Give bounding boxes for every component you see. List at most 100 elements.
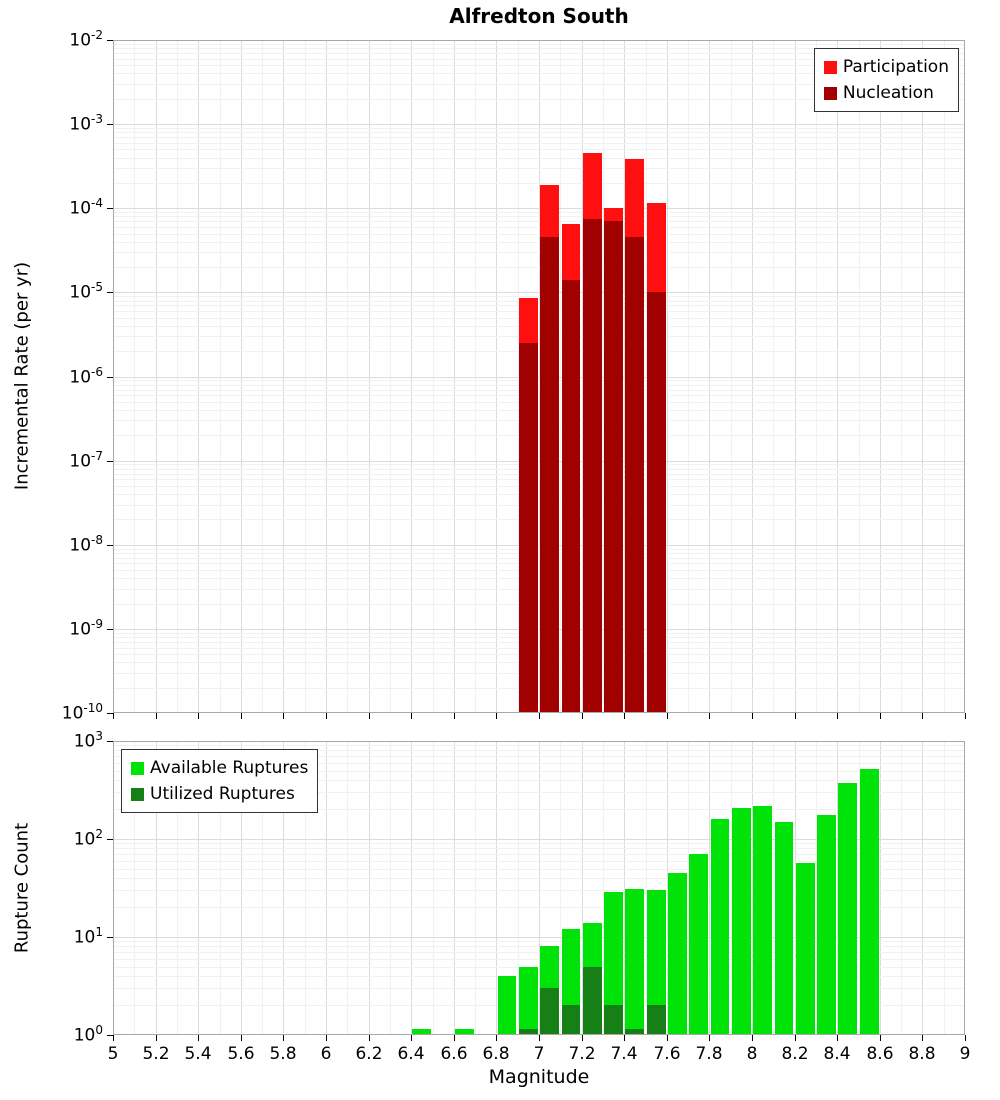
gridline-horizontal [114,869,964,870]
gridline-vertical [773,41,774,712]
y-axis-label-bottom: Rupture Count [11,822,33,954]
gridline-horizontal [114,301,964,302]
x-tick-mark [837,713,838,719]
gridline-horizontal [114,878,964,879]
legend-label-available-ruptures: Available Ruptures [150,758,309,778]
y-tick-mark [107,292,113,293]
gridline-horizontal [114,988,964,989]
gridline-vertical [433,742,434,1034]
y-tick-label: 10-4 [69,196,103,219]
gridline-horizontal [114,48,964,49]
gridline-horizontal [114,959,964,960]
gridline-horizontal [114,168,964,169]
gridline-vertical [241,41,242,712]
x-tick-label: 8.2 [781,1044,809,1064]
gridline-vertical [859,41,860,712]
available-ruptures-bar [731,808,751,1034]
utilized-ruptures-bar [561,1005,581,1034]
gridline-horizontal [114,1005,964,1006]
gridline-horizontal [114,519,964,520]
gridline-vertical [731,742,732,1034]
gridline-horizontal [114,570,964,571]
legend-label-nucleation: Nucleation [842,83,934,103]
gridline-horizontal [114,558,964,559]
x-tick-mark [113,1035,114,1041]
gridline-horizontal [114,208,964,209]
gridline-horizontal [114,486,964,487]
gridline-horizontal [114,843,964,844]
gridline-vertical [752,742,753,1034]
x-tick-mark [880,1035,881,1041]
legend-item-nucleation: Nucleation [823,80,949,106]
y-tick-label: 10-7 [69,449,103,472]
gridline-vertical [816,742,817,1034]
x-tick-mark [283,1035,284,1041]
gridline-horizontal [114,469,964,470]
x-tick-mark [496,1035,497,1041]
gridline-horizontal [114,242,964,243]
gridline-horizontal [114,809,964,810]
gridline-horizontal [114,216,964,217]
nucleation-bar [604,221,623,712]
y-tick-label: 100 [73,1023,103,1046]
gridline-horizontal [114,65,964,66]
gridline-vertical [646,742,647,1034]
gridline-horizontal [114,563,964,564]
gridline-vertical [454,41,455,712]
x-tick-label: 6.8 [482,1044,510,1064]
gridline-vertical [220,742,221,1034]
gridline-horizontal [114,589,964,590]
x-tick-label: 6.6 [440,1044,468,1064]
gridline-vertical [411,41,412,712]
x-tick-mark [326,713,327,719]
gridline-horizontal [114,654,964,655]
y-tick-label: 10-8 [69,533,103,556]
gridline-horizontal [114,642,964,643]
gridline-horizontal [114,633,964,634]
y-tick-label: 10-9 [69,617,103,640]
x-tick-label: 7.6 [653,1044,681,1064]
gridline-horizontal [114,629,964,630]
available-ruptures-bar [646,890,666,1034]
available-ruptures-bar [604,891,623,1034]
gridline-horizontal [114,890,964,891]
x-tick-label: 8 [746,1044,758,1064]
x-tick-mark [922,713,923,719]
available-ruptures-bar [518,966,538,1034]
legend-item-utilized-ruptures: Utilized Ruptures [131,781,308,807]
gridline-horizontal [114,967,964,968]
gridline-horizontal [114,494,964,495]
gridline-vertical [731,41,732,712]
x-tick-mark [667,1035,668,1041]
gridline-vertical [603,41,604,712]
gridline-horizontal [114,688,964,689]
x-tick-mark [667,713,668,719]
gridline-horizontal [114,234,964,235]
legend-bottom: Available Ruptures Utilized Ruptures [121,749,319,813]
gridline-horizontal [114,545,964,546]
x-tick-mark [752,713,753,719]
x-tick-mark [624,713,625,719]
x-tick-mark [369,1035,370,1041]
gridline-vertical [582,41,583,712]
gridline-horizontal [114,952,964,953]
x-tick-label: 5.4 [184,1044,212,1064]
gridline-horizontal [114,128,964,129]
nucleation-bar [540,237,559,712]
gridline-vertical [560,41,561,712]
gridline-vertical [369,742,370,1034]
y-tick-label: 10-3 [69,112,103,135]
utilized-ruptures-bar [646,1005,666,1034]
gridline-vertical [688,41,689,712]
gridline-vertical [305,41,306,712]
x-tick-label: 6 [320,1044,332,1064]
gridline-horizontal [114,941,964,942]
x-tick-mark [795,1035,796,1041]
gridline-vertical [837,742,838,1034]
available-ruptures-bar [710,818,730,1034]
y-tick-mark [107,461,113,462]
gridline-horizontal [114,604,964,605]
gridline-horizontal [114,854,964,855]
available-ruptures-bar [412,1029,432,1034]
x-tick-label: 7 [533,1044,545,1064]
